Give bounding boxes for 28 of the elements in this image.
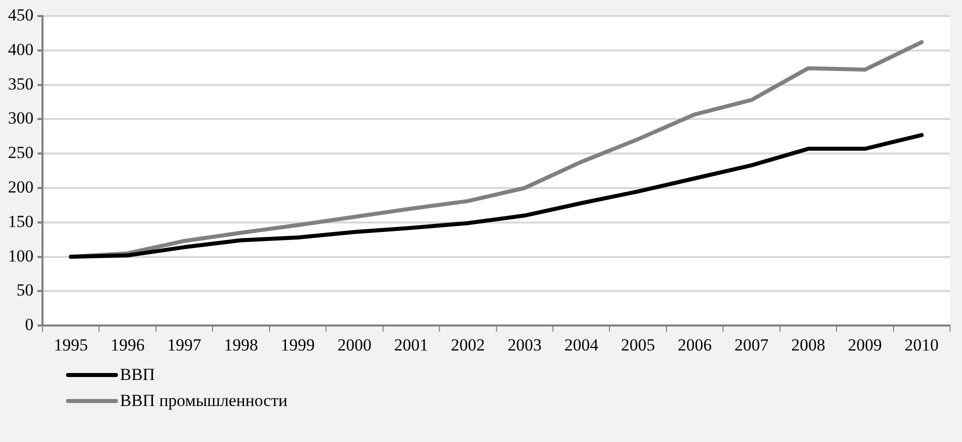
legend-label: ВВП: [120, 365, 155, 385]
y-tick-label: 0: [25, 315, 34, 334]
x-tick-label: 2000: [337, 335, 372, 354]
x-tick-label: 2005: [621, 335, 656, 354]
y-tick-label: 200: [8, 177, 34, 196]
x-tick-label: 1998: [224, 335, 258, 354]
y-tick-label: 300: [8, 108, 34, 128]
x-tick-label: 2010: [904, 335, 939, 354]
y-tick-label: 450: [8, 5, 34, 24]
y-tick-label: 150: [8, 212, 34, 231]
y-tick-label: 400: [8, 40, 34, 59]
x-tick-label: 2001: [394, 335, 428, 354]
x-tick-label: 2003: [508, 335, 542, 354]
x-tick-label: 1999: [280, 335, 315, 354]
y-tick-label: 350: [8, 74, 34, 94]
x-tick-label: 1997: [167, 335, 202, 354]
x-tick-label: 1995: [54, 335, 88, 354]
legend-label: ВВП промышленности: [120, 391, 288, 411]
x-tick-label: 2002: [450, 335, 485, 354]
x-tick-label: 2009: [848, 335, 882, 354]
y-tick-label: 250: [8, 143, 34, 162]
x-tick-label: 2008: [791, 335, 826, 354]
x-tick-label: 2004: [564, 335, 599, 354]
x-tick-label: 1996: [110, 335, 145, 354]
y-tick-label: 100: [8, 246, 34, 266]
x-tick-label: 2006: [678, 335, 712, 354]
x-tick-label: 2007: [734, 335, 769, 354]
y-tick-label: 50: [16, 280, 34, 300]
